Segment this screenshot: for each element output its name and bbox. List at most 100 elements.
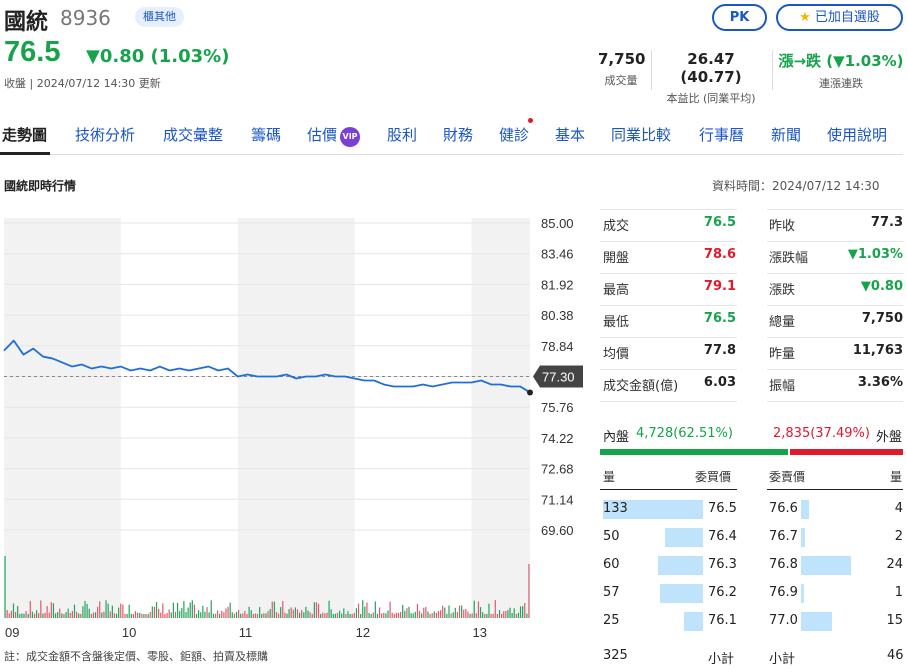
volume-bar xyxy=(385,613,387,618)
volume-bar xyxy=(368,612,370,618)
volume-bar xyxy=(324,613,326,618)
tab-calendar[interactable]: 行事曆 xyxy=(699,126,745,144)
tab-help[interactable]: 使用說明 xyxy=(827,126,888,144)
volume-bar xyxy=(38,613,40,618)
volume-bar xyxy=(19,613,21,618)
outer-value: 2,835(37.49%) xyxy=(773,426,870,441)
volume-bar xyxy=(334,613,336,618)
volume-bar xyxy=(130,613,132,618)
volume-bar xyxy=(465,608,467,618)
tab-valuation[interactable]: 估價 VIP xyxy=(307,124,361,147)
tab-news[interactable]: 新聞 xyxy=(771,126,802,144)
quote-label: 昨量 xyxy=(769,347,796,362)
bid-qty: 57 xyxy=(603,585,620,600)
inner-label: 內盤 xyxy=(603,430,630,445)
volume-bar xyxy=(378,607,381,618)
volume-bar xyxy=(271,601,273,618)
volume-bar xyxy=(456,611,459,618)
quote-value: 76.5 xyxy=(703,215,736,230)
x-tick-label: 09 xyxy=(5,625,19,640)
price-change: ▼0.80 (1.03%) xyxy=(86,46,230,67)
volume-bar xyxy=(511,612,513,618)
volume-bar xyxy=(151,606,153,618)
volume-bar xyxy=(307,610,309,618)
quote-label: 漲跌幅 xyxy=(769,251,809,266)
volume-bar xyxy=(23,613,25,618)
watchlist-label: 已加自選股 xyxy=(814,10,880,25)
quote-label: 振幅 xyxy=(769,379,796,394)
volume-bar xyxy=(172,602,174,618)
volume-bar xyxy=(183,600,185,618)
pk-button[interactable]: PK xyxy=(712,4,767,31)
quote-label: 最低 xyxy=(603,315,630,330)
market-badge[interactable]: 櫃其他 xyxy=(135,7,184,27)
row-divider xyxy=(600,305,737,306)
volume-bar xyxy=(292,609,294,618)
volume-bar xyxy=(90,613,92,618)
volume-bar xyxy=(153,606,156,618)
quote-value: 77.8 xyxy=(703,343,736,358)
volume-bar xyxy=(423,607,425,618)
volume-bar xyxy=(111,605,113,618)
tab-trade-summary[interactable]: 成交彙整 xyxy=(163,126,224,144)
volume-bar xyxy=(494,600,496,618)
volume-bar xyxy=(235,611,238,618)
active-tab-indicator xyxy=(0,152,50,155)
volume-bar xyxy=(242,613,244,618)
volume-bar xyxy=(366,602,368,618)
volume-bar xyxy=(507,610,509,618)
volume-bar xyxy=(393,613,395,618)
volume-bar xyxy=(33,613,36,618)
ask-qty: 4 xyxy=(894,501,903,516)
tab-dividend[interactable]: 股利 xyxy=(387,126,418,144)
last-price-dot xyxy=(527,389,533,396)
volume-bar xyxy=(149,611,151,618)
volume-bar xyxy=(265,613,267,618)
volume-bar xyxy=(69,612,71,618)
row-divider xyxy=(767,209,903,210)
tab-financial[interactable]: 財務 xyxy=(443,126,474,144)
volume-bar xyxy=(416,603,419,618)
volume-bar xyxy=(410,613,412,618)
volume-bar xyxy=(528,564,530,618)
add-watchlist-button[interactable]: ★ 已加自選股 xyxy=(776,4,903,31)
volume-bar xyxy=(261,613,263,618)
ask-price: 77.0 xyxy=(769,613,798,628)
volume-bar xyxy=(139,613,141,618)
tab-chips[interactable]: 籌碼 xyxy=(251,126,282,144)
volume-bar xyxy=(357,603,360,618)
notification-dot xyxy=(528,118,533,123)
bid-qty: 60 xyxy=(603,557,620,572)
streak-value: 漲→跌 (▼1.03%) xyxy=(778,52,904,70)
volume-bar xyxy=(273,601,275,618)
volume-bar xyxy=(101,612,103,618)
volume-bar xyxy=(320,613,322,618)
volume-bar xyxy=(126,613,128,618)
y-tick-label: 74.22 xyxy=(541,431,574,446)
quote-value: 78.6 xyxy=(703,247,736,262)
volume-bar xyxy=(498,610,501,618)
tab-basic[interactable]: 基本 xyxy=(555,126,586,144)
volume-bar xyxy=(475,613,477,618)
volume-bar xyxy=(500,613,503,618)
volume-bar xyxy=(391,612,393,618)
tab-peer-compare[interactable]: 同業比較 xyxy=(611,126,672,144)
tab-trend[interactable]: 走勢圖 xyxy=(2,126,48,144)
volume-bar xyxy=(458,605,461,618)
volume-bar xyxy=(27,613,29,618)
streak-stat: 漲→跌 (▼1.03%) 連漲連跌 xyxy=(778,50,904,91)
tab-technical[interactable]: 技術分析 xyxy=(75,126,136,144)
volume-bar xyxy=(195,613,198,618)
volume-stat: 7,750 成交量 xyxy=(598,50,645,88)
reference-price-label: 77.30 xyxy=(542,370,575,385)
volume-bar xyxy=(250,610,252,618)
tab-health[interactable]: 健診 xyxy=(499,126,530,144)
bid-total-label: 小計 xyxy=(708,652,735,667)
intraday-chart[interactable]: 85.00 83.46 81.92 80.38 78.84 75.76 74.22 72.68… xyxy=(0,210,585,650)
bid-price: 76.4 xyxy=(708,529,737,544)
tab-bar: 走勢圖 技術分析 成交彙整 籌碼 估價 VIP 股利 財務 健診 基本 同業比較 … xyxy=(0,118,903,155)
volume-bar xyxy=(381,613,383,618)
volume-bar xyxy=(97,606,99,618)
volume-bar xyxy=(170,612,172,618)
volume-bar xyxy=(269,608,271,618)
